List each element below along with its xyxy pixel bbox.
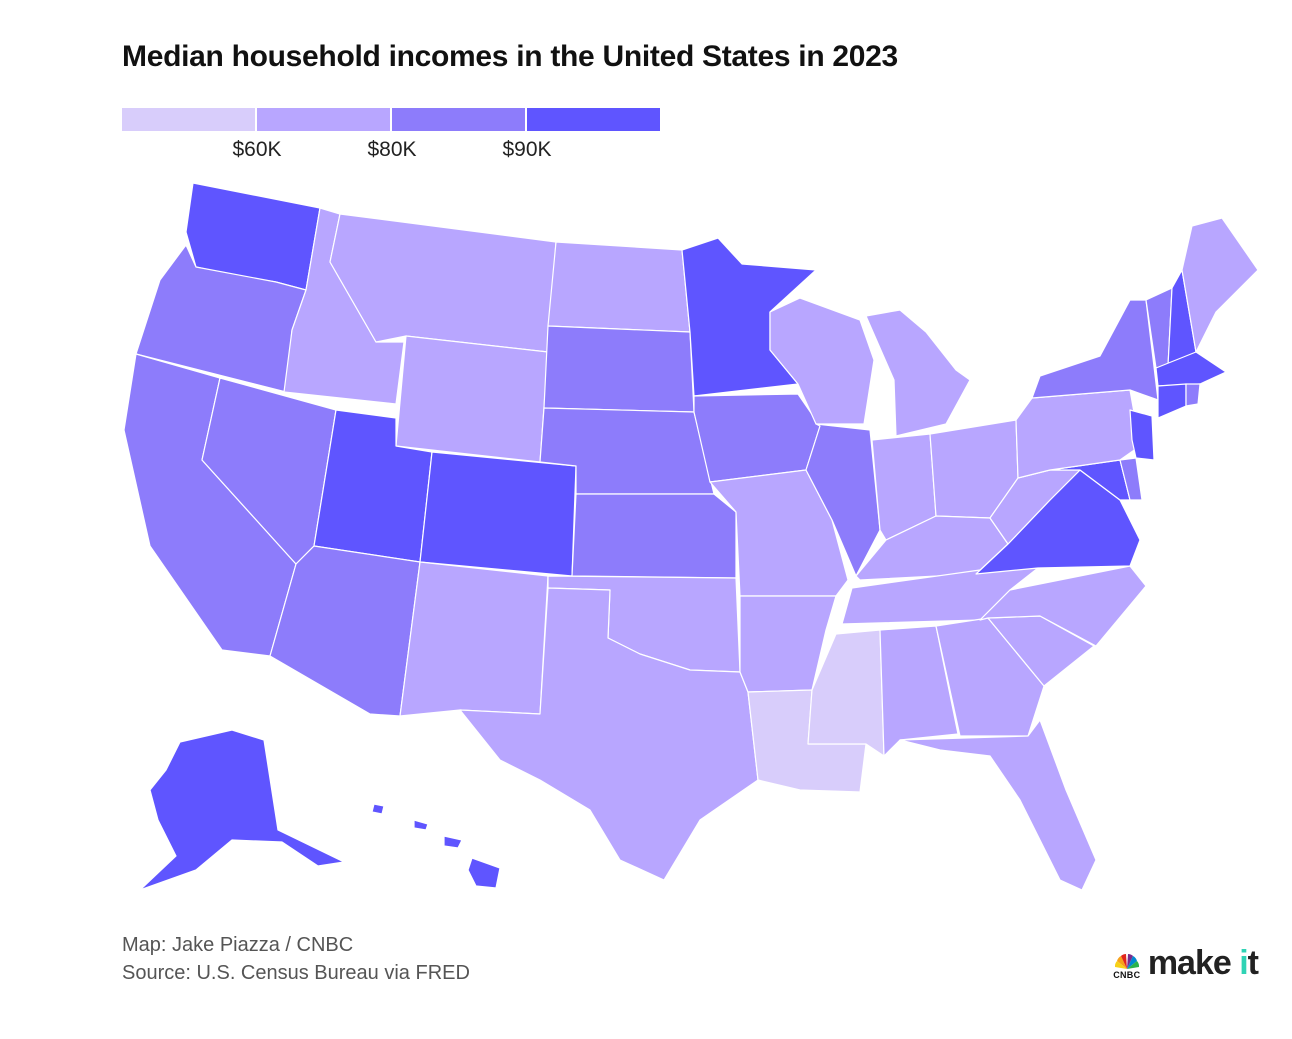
map-credit: Map: Jake Piazza / CNBC <box>122 934 354 956</box>
state-ny <box>1031 299 1159 401</box>
legend-label-90k: $90K <box>502 138 552 161</box>
state-sd <box>543 325 695 413</box>
state-nc <box>979 565 1147 647</box>
state-de <box>1119 457 1143 501</box>
cnbc-peacock-logo: CNBC <box>1112 954 1142 980</box>
state-al <box>879 625 959 757</box>
state-ga <box>935 617 1045 737</box>
legend-color-bar <box>122 108 660 131</box>
state-il <box>805 423 881 577</box>
make-it-wordmark: make it <box>1147 944 1259 982</box>
cnbc-wordmark: CNBC <box>1113 970 1141 980</box>
chart-title: Median household incomes in the United S… <box>122 40 898 73</box>
state-nd <box>547 241 691 333</box>
brand-t: t <box>1247 944 1259 982</box>
state-co <box>419 451 577 577</box>
state-ia <box>693 393 821 483</box>
state-ri <box>1185 383 1201 407</box>
legend-swatch-4 <box>527 108 660 131</box>
state-wi <box>769 297 875 425</box>
legend-swatch-1 <box>122 108 255 131</box>
state-mi <box>865 309 971 437</box>
legend-swatch-3 <box>392 108 525 131</box>
state-nj <box>1129 409 1155 461</box>
state-ks <box>571 493 737 579</box>
legend-label-80k: $80K <box>367 138 417 161</box>
state-ma <box>1155 351 1227 387</box>
state-hi <box>371 803 501 889</box>
state-ct <box>1157 383 1187 419</box>
state-ak <box>139 729 345 891</box>
state-fl <box>899 719 1097 891</box>
state-tx <box>459 587 759 881</box>
legend: $60K $80K $90K <box>122 108 660 161</box>
state-wy <box>395 335 549 463</box>
legend-swatch-2 <box>257 108 390 131</box>
brand-i: i <box>1239 944 1249 982</box>
source-credit: Source: U.S. Census Bureau via FRED <box>122 962 470 984</box>
state-nm <box>399 561 549 717</box>
state-me <box>1181 217 1259 353</box>
peacock-icon <box>1114 954 1139 969</box>
legend-label-60k: $60K <box>232 138 282 161</box>
brand-logo: CNBC make it <box>1112 944 1259 982</box>
make-text: make <box>1147 944 1240 982</box>
